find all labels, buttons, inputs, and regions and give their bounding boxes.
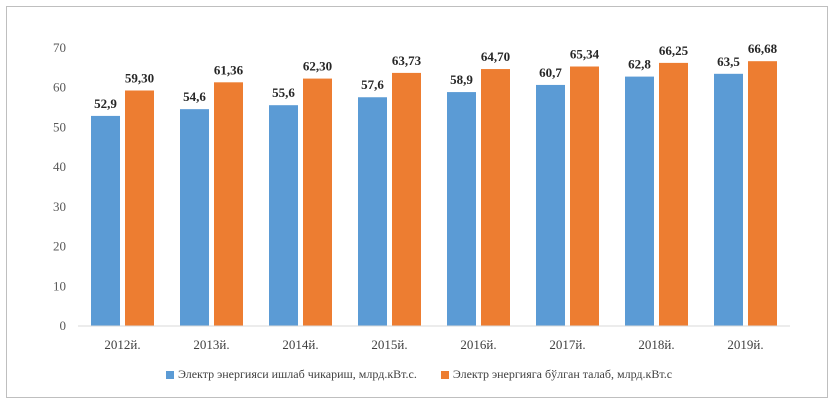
bar-production (536, 84, 565, 326)
x-tick-label: 2012й. (104, 337, 140, 352)
data-label: 63,73 (392, 53, 422, 68)
data-label: 66,68 (748, 41, 778, 56)
data-label: 57,6 (361, 77, 384, 92)
data-label: 54,6 (183, 89, 206, 104)
x-tick-label: 2013й. (193, 337, 229, 352)
legend-item-demand: Электр энергияга бўлган талаб, млрд.кВт.… (440, 367, 673, 382)
y-tick-label: 10 (53, 278, 66, 293)
y-tick-label: 40 (53, 159, 66, 174)
bars (91, 61, 777, 327)
data-label: 66,25 (659, 43, 689, 58)
bar-demand (659, 62, 688, 327)
bar-demand (125, 90, 154, 326)
data-labels: 52,9 59,30 54,6 61,36 55,6 62,30 57,6 63,73 58,9… (94, 41, 778, 111)
legend-item-production: Электр энергияси ишлаб чикариш, млрд.кВт… (165, 367, 417, 382)
data-label: 64,70 (481, 49, 510, 64)
data-label: 62,30 (303, 59, 332, 74)
bar-demand (570, 66, 599, 326)
bar-demand (392, 72, 421, 327)
y-tick-label: 0 (60, 318, 67, 333)
legend: Электр энергияси ишлаб чикариш, млрд.кВт… (0, 367, 838, 382)
y-axis: 0 10 20 30 40 50 60 70 (53, 40, 66, 333)
data-label: 60,7 (539, 65, 562, 80)
y-tick-label: 20 (53, 239, 66, 254)
y-tick-label: 50 (53, 119, 66, 134)
bar-production (714, 73, 743, 326)
data-label: 63,5 (717, 54, 740, 69)
bar-demand (214, 82, 243, 326)
data-label: 65,34 (570, 47, 600, 62)
bar-production (625, 76, 654, 326)
bar-production (91, 115, 120, 326)
legend-swatch-demand (440, 370, 449, 379)
data-label: 55,6 (272, 85, 295, 100)
x-tick-label: 2018й. (638, 337, 674, 352)
y-tick-label: 30 (53, 199, 66, 214)
legend-label-production: Электр энергияси ишлаб чикариш, млрд.кВт… (177, 367, 417, 381)
legend-swatch-production (165, 370, 174, 379)
legend-label-demand: Электр энергияга бўлган талаб, млрд.кВт.… (452, 367, 673, 381)
x-tick-label: 2015й. (371, 337, 407, 352)
bar-production (358, 97, 387, 326)
data-label: 61,36 (214, 62, 244, 77)
data-label: 52,9 (94, 96, 117, 111)
bar-demand (481, 69, 510, 326)
x-tick-label: 2019й. (727, 337, 763, 352)
bar-demand (303, 78, 332, 326)
bar-production (180, 109, 209, 326)
x-axis: 2012й. 2013й. 2014й. 2015й. 2016й. 2017й. 2018… (78, 325, 790, 352)
x-tick-label: 2016й. (460, 337, 496, 352)
bar-production (447, 92, 476, 326)
x-tick-label: 2014й. (282, 337, 318, 352)
bar-production (269, 105, 298, 326)
bar-demand (748, 61, 777, 326)
data-label: 62,8 (628, 57, 651, 72)
data-label: 58,9 (450, 72, 473, 87)
y-tick-label: 70 (53, 40, 66, 55)
x-tick-label: 2017й. (549, 337, 585, 352)
y-tick-label: 60 (53, 80, 66, 95)
data-label: 59,30 (125, 70, 154, 85)
